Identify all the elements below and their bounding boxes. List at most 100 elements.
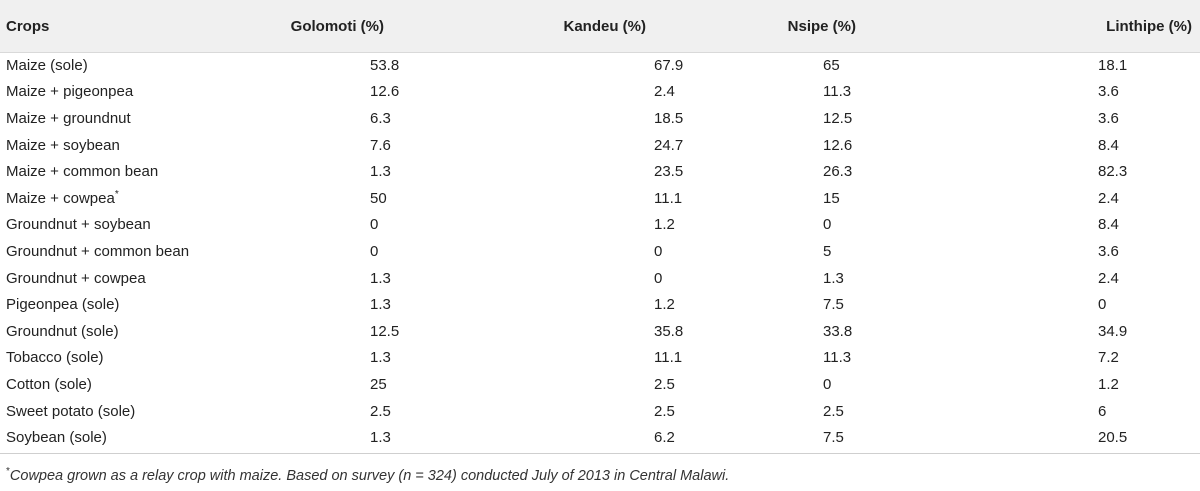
value-cell-golomoti: 12.5 [370,322,400,340]
header-row: Crops Golomoti (%) Kandeu (%) Nsipe (%) … [0,0,1200,52]
crop-name-cell: Maize (sole) [0,52,250,79]
crop-name-cell: Tobacco (sole) [0,345,250,372]
table-footnote: *Cowpea grown as a relay crop with maize… [6,466,729,484]
value-cell-nsipe: 5 [823,242,832,260]
crop-name-cell: Soybean (sole) [0,424,250,451]
crop-name: Groundnut + cowpea [6,269,146,287]
value-cell-linthipe: 6 [1098,402,1107,420]
value-cell-kandeu: 2.5 [654,402,675,420]
crop-name-cell: Cotton (sole) [0,371,250,398]
table-row: Maize + groundnut 6.3 18.5 12.5 3.6 [0,105,1200,132]
table-row: Maize + cowpea* 50 11.1 15 2.4 [0,185,1200,212]
table-row: Maize + soybean 7.6 24.7 12.6 8.4 [0,132,1200,159]
value-cell-golomoti: 2.5 [370,402,391,420]
value-cell-kandeu: 2.5 [654,375,675,393]
value-cell-golomoti: 1.3 [370,429,391,447]
crop-name: Groundnut + common bean [6,242,190,260]
value-cell-linthipe: 2.4 [1098,269,1119,287]
value-cell-nsipe: 26.3 [823,163,853,181]
value-cell-kandeu: 35.8 [654,322,684,340]
crop-name: Maize (sole) [6,56,88,74]
value-cell-nsipe: 2.5 [823,402,844,420]
value-cell-kandeu: 2.4 [654,83,675,101]
value-cell-nsipe: 15 [823,189,840,207]
crop-name: Groundnut (sole) [6,322,119,340]
crop-name: Maize + cowpea [6,190,115,208]
value-cell-linthipe: 1.2 [1098,375,1119,393]
crop-name-cell: Maize + cowpea* [0,185,250,212]
value-cell-linthipe: 3.6 [1098,242,1119,260]
value-cell-golomoti: 0 [370,242,379,260]
value-cell-kandeu: 0 [654,269,663,287]
value-cell-golomoti: 6.3 [370,109,391,127]
column-header-golomoti: Golomoti (%) [290,17,384,35]
value-cell-nsipe: 7.5 [823,296,844,314]
table-row: Maize + pigeonpea 12.6 2.4 11.3 3.6 [0,79,1200,106]
bottom-rule [0,453,1200,454]
table-row: Pigeonpea (sole) 1.3 1.2 7.5 0 [0,291,1200,318]
crop-distribution-table: Crops Golomoti (%) Kandeu (%) Nsipe (%) … [0,0,1200,451]
value-cell-linthipe: 18.1 [1098,56,1128,74]
column-header-kandeu: Kandeu (%) [563,17,647,35]
value-cell-nsipe: 7.5 [823,429,844,447]
crop-name: Groundnut + soybean [6,216,151,234]
table-row: Maize + common bean 1.3 23.5 26.3 82.3 [0,158,1200,185]
table-row: Maize (sole) 53.8 67.9 65 18.1 [0,52,1200,79]
value-cell-golomoti: 1.3 [370,349,391,367]
value-cell-linthipe: 8.4 [1098,216,1119,234]
value-cell-kandeu: 1.2 [654,216,675,234]
table-row: Cotton (sole) 25 2.5 0 1.2 [0,371,1200,398]
value-cell-golomoti: 1.3 [370,269,391,287]
value-cell-golomoti: 7.6 [370,136,391,154]
crop-name: Maize + groundnut [6,109,131,127]
crop-name-cell: Maize + pigeonpea [0,79,250,106]
table-row: Groundnut + soybean 0 1.2 0 8.4 [0,212,1200,239]
value-cell-golomoti: 50 [370,189,387,207]
crop-name: Cotton (sole) [6,375,92,393]
crop-name-cell: Sweet potato (sole) [0,398,250,425]
table-row: Sweet potato (sole) 2.5 2.5 2.5 6 [0,398,1200,425]
value-cell-kandeu: 67.9 [654,56,684,74]
value-cell-golomoti: 25 [370,375,387,393]
value-cell-kandeu: 11.1 [654,349,683,367]
value-cell-linthipe: 82.3 [1098,163,1128,181]
crop-name: Sweet potato (sole) [6,402,136,420]
value-cell-nsipe: 12.5 [823,109,853,127]
crop-name-cell: Maize + common bean [0,158,250,185]
value-cell-kandeu: 6.2 [654,429,675,447]
value-cell-golomoti: 53.8 [370,56,400,74]
value-cell-nsipe: 0 [823,375,832,393]
value-cell-nsipe: 0 [823,216,832,234]
crop-name-cell: Groundnut + cowpea [0,265,250,292]
crop-name-cell: Maize + soybean [0,132,250,159]
value-cell-kandeu: 11.1 [654,189,683,207]
crop-name-cell: Groundnut + soybean [0,212,250,239]
footnote-text: Cowpea grown as a relay crop with maize.… [9,467,730,484]
column-header-linthipe: Linthipe (%) [1106,17,1192,35]
value-cell-kandeu: 24.7 [654,136,684,154]
table-row: Soybean (sole) 1.3 6.2 7.5 20.5 [0,424,1200,451]
crop-name-cell: Pigeonpea (sole) [0,291,250,318]
crop-name-cell: Groundnut + common bean [0,238,250,265]
crop-name: Soybean (sole) [6,429,107,447]
top-rule [0,0,1200,1]
value-cell-linthipe: 2.4 [1098,189,1119,207]
table-row: Groundnut + common bean 0 0 5 3.6 [0,238,1200,265]
footnote-mark: * [6,466,10,477]
table-row: Tobacco (sole) 1.3 11.1 11.3 7.2 [0,345,1200,372]
value-cell-linthipe: 8.4 [1098,136,1119,154]
value-cell-kandeu: 23.5 [654,163,684,181]
column-header-nsipe: Nsipe (%) [787,17,856,35]
value-cell-nsipe: 65 [823,56,840,74]
value-cell-kandeu: 0 [654,242,663,260]
value-cell-linthipe: 34.9 [1098,322,1128,340]
value-cell-linthipe: 0 [1098,296,1107,314]
value-cell-nsipe: 11.3 [823,349,852,367]
crop-name-cell: Groundnut (sole) [0,318,250,345]
value-cell-linthipe: 3.6 [1098,109,1119,127]
value-cell-golomoti: 0 [370,216,379,234]
crop-name-cell: Maize + groundnut [0,105,250,132]
value-cell-golomoti: 12.6 [370,83,400,101]
value-cell-linthipe: 20.5 [1098,429,1128,447]
